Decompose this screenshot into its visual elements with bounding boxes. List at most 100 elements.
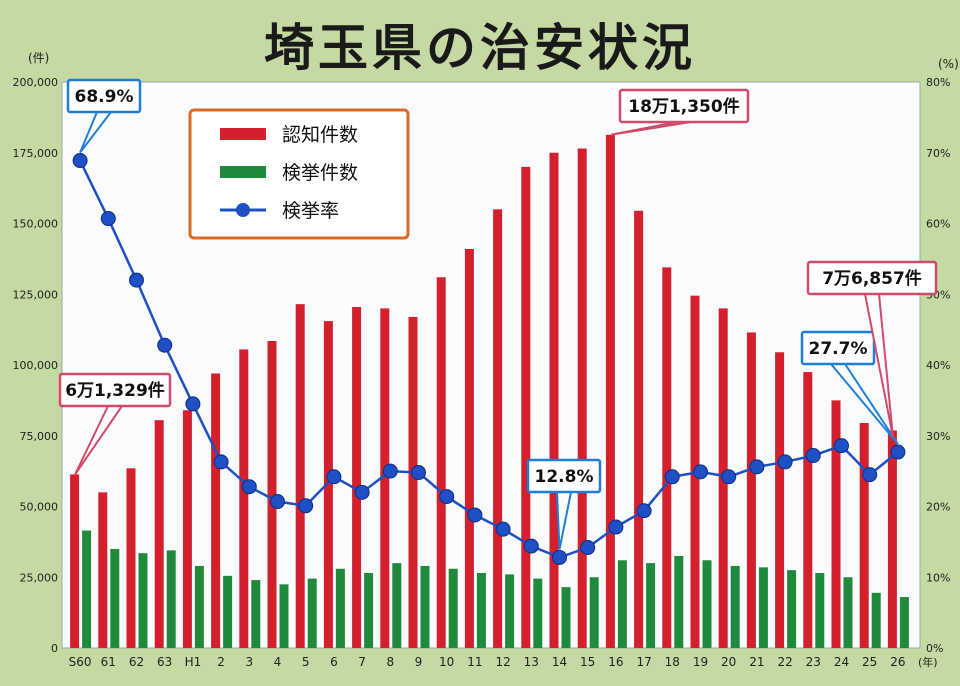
y-right-tick-label: 20% (926, 501, 950, 514)
bar-recognized (605, 134, 615, 649)
rate-point (636, 503, 652, 519)
rate-point (382, 463, 398, 479)
y-right-tick-label: 10% (926, 571, 950, 584)
y-left-tick-label: 0 (51, 642, 58, 655)
bar-recognized (746, 332, 756, 648)
bar-recognized (577, 148, 587, 648)
bar-recognized (831, 400, 841, 648)
bar-recognized (803, 372, 813, 648)
rate-point (129, 272, 144, 288)
bar-recognized (662, 267, 672, 648)
bar-recognized (549, 152, 559, 648)
x-tick-label: 17 (636, 655, 651, 669)
callout-s60-count-text: 6万1,329件 (65, 380, 165, 401)
callout-h26-count-pointer (864, 293, 894, 437)
x-tick-label: 61 (101, 655, 116, 669)
x-tick-label: 13 (524, 655, 539, 669)
y-left-tick-label: 25,000 (20, 571, 59, 584)
rate-point (805, 448, 821, 464)
x-tick-label: 11 (467, 655, 482, 669)
rate-point (664, 469, 680, 485)
bar-cleared (674, 556, 684, 648)
bar-cleared (420, 565, 430, 648)
rate-point (552, 549, 567, 565)
rate-point (100, 211, 116, 227)
bar-cleared (194, 565, 204, 648)
y-left-tick-label: 200,000 (13, 76, 59, 89)
callout-h16-count-pointer (610, 121, 692, 136)
bar-cleared (392, 563, 402, 648)
chart-title: 埼玉県の治安状況 (264, 19, 696, 77)
rate-point (523, 538, 539, 554)
x-tick-label: 22 (777, 655, 792, 669)
bar-recognized (239, 349, 249, 648)
rate-point (241, 479, 257, 495)
bar-cleared (561, 587, 571, 648)
bar-cleared (730, 565, 740, 648)
x-tick-label: 63 (157, 655, 172, 669)
x-tick-label: 24 (834, 655, 849, 669)
callout-h26-count: 7万6,857件 (806, 260, 938, 437)
y-left-tick-label: 100,000 (13, 359, 59, 372)
bar-recognized (464, 248, 474, 648)
callout-s60-rate-text: 68.9% (75, 87, 134, 107)
legend-swatch-cleared (220, 166, 266, 178)
bar-cleared (505, 574, 515, 648)
x-unit: (年) (918, 655, 938, 669)
bar-recognized (295, 304, 305, 648)
bar-recognized (267, 340, 277, 648)
bar-recognized (887, 430, 897, 648)
bar-cleared (82, 530, 92, 648)
bar-cleared (251, 580, 261, 648)
rate-point (157, 337, 173, 353)
bar-recognized (323, 321, 333, 648)
x-tick-label: 7 (358, 655, 366, 669)
legend-label-recognized: 認知件数 (282, 124, 358, 146)
x-tick-label: 6 (330, 655, 338, 669)
rate-point (298, 498, 314, 514)
callout-h26-rate-box (800, 330, 876, 366)
x-tick-label: 8 (386, 655, 394, 669)
bar-cleared (899, 597, 909, 648)
bar-cleared (702, 560, 712, 648)
rate-point (777, 454, 793, 470)
bar-cleared (110, 548, 120, 648)
bar-cleared (646, 563, 656, 648)
rate-point (467, 507, 483, 523)
bar-cleared (279, 584, 289, 648)
y-left-unit: (件) (28, 51, 49, 65)
bar-recognized (126, 468, 136, 648)
bar-cleared (758, 567, 768, 648)
bar-recognized (408, 316, 418, 648)
x-tick-label: 21 (749, 655, 764, 669)
y-right-tick-label: 80% (926, 76, 950, 89)
rate-point (834, 438, 849, 454)
x-tick-label: 2 (217, 655, 225, 669)
x-tick-label: 19 (693, 655, 708, 669)
bar-cleared (138, 553, 148, 648)
x-tick-label: 5 (302, 655, 310, 669)
bar-cleared (815, 573, 825, 648)
callout-h14-rate-pointer (556, 491, 572, 550)
bar-cleared (617, 560, 627, 648)
bar-recognized (352, 306, 362, 648)
rate-point (693, 464, 708, 480)
callout-s60-count-pointer (74, 405, 123, 476)
y-right-tick-label: 70% (926, 147, 950, 160)
callout-h26-rate-text: 27.7% (809, 339, 868, 359)
callout-s60-rate-box (66, 78, 142, 114)
callout-h26-count-text: 7万6,857件 (822, 268, 922, 289)
x-tick-label: 18 (665, 655, 680, 669)
rate-point (185, 396, 201, 412)
x-tick-label: 25 (862, 655, 877, 669)
y-right-tick-label: 40% (926, 359, 950, 372)
rate-point (270, 494, 285, 510)
x-tick-label: H1 (185, 655, 202, 669)
bar-recognized (634, 210, 644, 648)
callout-h14-rate-box (526, 458, 602, 494)
bar-cleared (223, 575, 233, 648)
bar-recognized (775, 352, 785, 648)
legend-swatch-rate-point (236, 203, 250, 217)
